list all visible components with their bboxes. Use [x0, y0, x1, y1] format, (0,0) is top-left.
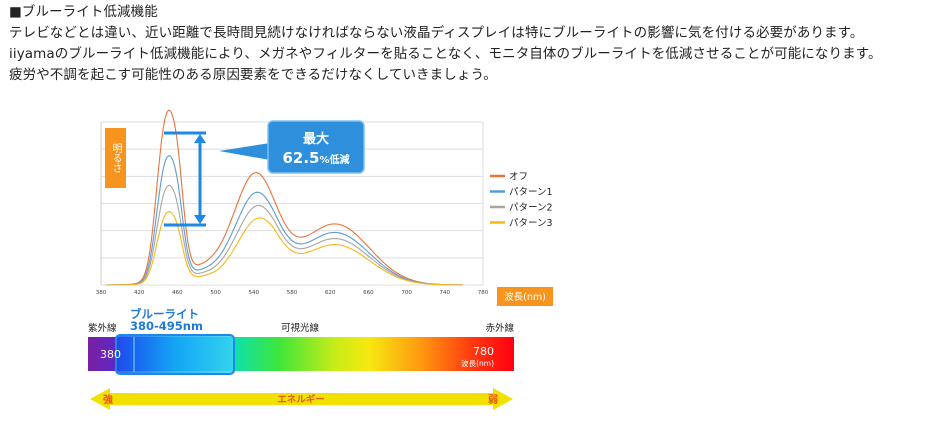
legend-label-4: パターン3 [509, 218, 553, 229]
y-axis-label: 明るさ [110, 143, 122, 173]
blue-light-highlight [115, 334, 235, 375]
x-tick-labels: 380 420 460 500 540 580 620 660 700 740 780 [96, 290, 489, 296]
reduction-arrow [164, 131, 206, 227]
paragraph-3: 疲労や不調を起こす可能性のある原因要素をできるだけなくしていきましょう。 [9, 67, 497, 83]
legend-label-1: オフ [509, 172, 528, 183]
x-tick-380: 380 [96, 290, 107, 296]
y-axis-label-box [105, 128, 126, 188]
energy-arrow: エネルギー 強 弱 [90, 388, 513, 410]
x-tick-740: 740 [440, 290, 451, 296]
spectral-curves [105, 109, 463, 286]
description-block: ■ブルーライト低減機能 テレビなどとは違い、近い距離で長時間見続けなければならな… [9, 2, 944, 86]
x-axis-label: 波長(nm) [504, 291, 546, 303]
energy-label: エネルギー [277, 394, 325, 406]
x-tick-700: 700 [401, 290, 412, 296]
paragraph-2: iiyamaのブルーライト低減機能により、メガネやフィルターを貼ることなく、モニ… [9, 46, 882, 62]
curve-1 [105, 109, 463, 286]
visible-light-label: 可視光線 [281, 322, 320, 334]
x-tick-580: 580 [287, 290, 298, 296]
callout-value: 62.5 [282, 149, 319, 167]
legend-label-3: パターン2 [509, 203, 553, 214]
energy-strong: 強 [103, 393, 113, 406]
curve-2 [105, 154, 463, 286]
curve-4 [105, 211, 463, 286]
x-tick-420: 420 [134, 290, 145, 296]
energy-weak: 弱 [488, 394, 498, 406]
spectrum-end-unit: 波長(nm) [461, 358, 494, 368]
x-tick-620: 620 [325, 290, 336, 296]
x-tick-660: 660 [363, 290, 374, 296]
max-reduction-callout: 最大 62.5%低減 [219, 120, 365, 174]
chart-grid [100, 121, 484, 286]
x-axis-label-box [497, 287, 553, 306]
blue-light-range: 380-495nm [130, 319, 203, 333]
blue-light-title: ブルーライト [130, 307, 199, 321]
callout-value-line: 62.5%低減 [282, 149, 349, 167]
section-heading: ■ブルーライト低減機能 [9, 4, 158, 20]
legend-label-2: パターン1 [509, 187, 553, 198]
x-tick-500: 500 [210, 290, 221, 296]
x-tick-460: 460 [172, 290, 183, 296]
callout-unit: %低減 [319, 153, 349, 166]
x-tick-780: 780 [478, 290, 489, 296]
spectrum-end-value: 780 [473, 345, 494, 358]
x-tick-540: 540 [249, 290, 260, 296]
paragraph-1: テレビなどとは違い、近い距離で長時間見続けなければならない液晶ディスプレイは特に… [9, 25, 864, 41]
curve-3 [105, 184, 463, 286]
spectrum-start-value: 380 [100, 348, 121, 361]
callout-line1: 最大 [303, 131, 329, 147]
uv-label: 紫外線 [88, 322, 117, 334]
ir-label: 赤外線 [485, 322, 514, 334]
